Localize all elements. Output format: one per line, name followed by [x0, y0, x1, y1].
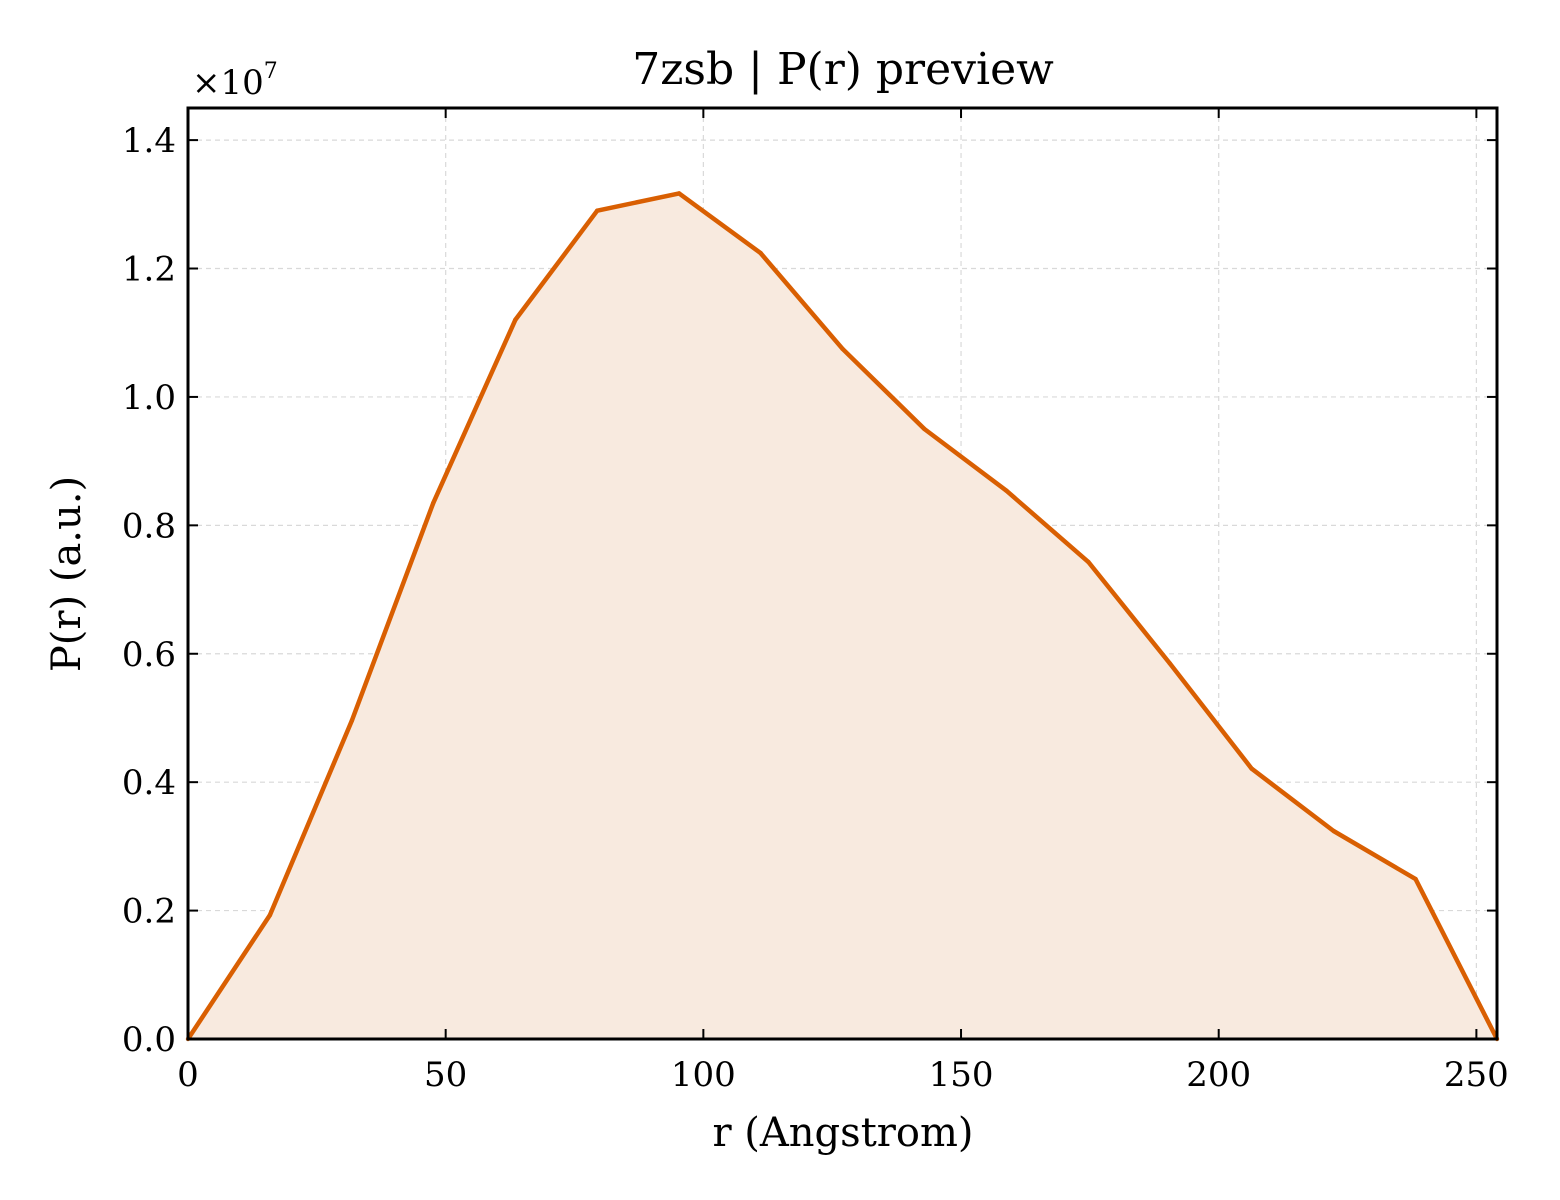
- data-point: [513, 317, 518, 323]
- x-axis-label: r (Angstrom): [712, 1110, 973, 1156]
- y-axis-label: P(r) (a.u.): [44, 476, 90, 672]
- data-point: [1249, 766, 1254, 771]
- y-tick-label: 1.2: [122, 250, 176, 290]
- y-tick-label: 1.0: [122, 378, 176, 418]
- data-point: [840, 346, 845, 351]
- data-point: [1413, 876, 1418, 882]
- data-point: [349, 718, 355, 723]
- chart-title: 7zsb | P(r) preview: [632, 44, 1054, 95]
- data-point: [676, 191, 682, 196]
- data-point: [431, 500, 436, 506]
- x-tick-label: 150: [929, 1055, 994, 1095]
- data-point: [1004, 488, 1009, 493]
- y-tick-label: 0.8: [122, 506, 176, 546]
- x-tick-label: 50: [424, 1055, 467, 1095]
- y-tick-label: 0.2: [122, 892, 176, 932]
- data-point: [758, 250, 763, 256]
- plot-frame: [186, 106, 1499, 1041]
- data-point: [1086, 559, 1091, 565]
- data-point: [595, 208, 600, 213]
- y-multiplier: ×107: [192, 59, 278, 103]
- y-tick-label: 1.4: [122, 121, 176, 161]
- x-tick-label: 0: [177, 1055, 199, 1095]
- data-point: [1331, 828, 1336, 834]
- data-point: [1167, 661, 1173, 666]
- data-point: [267, 912, 273, 918]
- data-point: [922, 426, 927, 432]
- y-tick-label: 0.6: [122, 635, 176, 675]
- y-tick-label: 0.4: [122, 763, 176, 803]
- area-fill: [188, 193, 1497, 1039]
- x-tick-label: 250: [1444, 1055, 1509, 1095]
- x-tick-label: 200: [1186, 1055, 1251, 1095]
- x-tick-label: 100: [671, 1055, 736, 1095]
- y-tick-label: 0.0: [122, 1020, 176, 1060]
- axis-ticks: 0 50 100 150 200 250 0.0 0.2 0.4 0.6 0.8 1.0 1.2 1.4: [122, 108, 1509, 1095]
